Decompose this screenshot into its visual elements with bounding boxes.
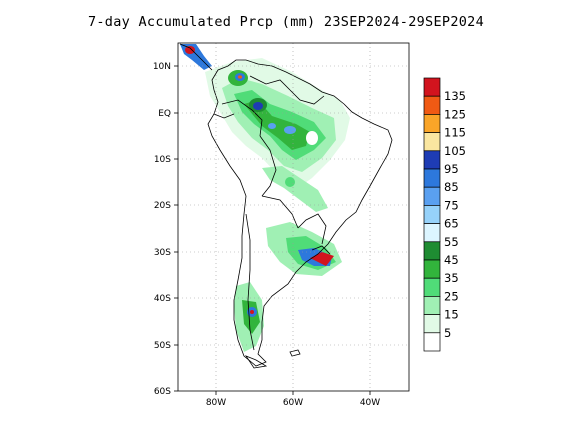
legend-swatch [423, 241, 441, 261]
precipitation-field [180, 44, 350, 352]
border-uruguay [311, 245, 331, 255]
legend-label: 125 [444, 107, 466, 121]
coastline-south-america [207, 59, 393, 367]
legend-label: 115 [444, 126, 466, 140]
legend-swatch [423, 296, 441, 315]
lon-tick-label: 80W [206, 398, 226, 408]
legend-label: 15 [444, 308, 459, 322]
border-peru-brazil [259, 135, 277, 197]
legend-swatch [423, 150, 441, 170]
legend-label: 85 [444, 180, 459, 194]
legend-swatch [423, 114, 441, 133]
lon-tick-label: 60W [283, 398, 303, 408]
border-guianas [289, 89, 325, 105]
precip-white-gap [306, 131, 318, 145]
legend-label: 55 [444, 235, 459, 249]
lat-tick-labels: 10N EQ 10S 20S 30S 40S 50S 60S [153, 62, 171, 397]
legend-label: 75 [444, 198, 459, 212]
lat-tick-label: EQ [158, 109, 171, 119]
border-ecuador [213, 113, 235, 119]
legend-swatch [423, 95, 441, 115]
legend-label: 5 [444, 326, 451, 340]
legend-swatch [423, 259, 441, 279]
legend-label: 25 [444, 289, 459, 303]
border-venezuela [249, 75, 291, 91]
legend-label: 135 [444, 89, 466, 103]
map-title: 7-day Accumulated Prcp (mm) 23SEP2024-29… [87, 14, 485, 30]
lat-tick-label: 20S [154, 201, 171, 211]
legend-swatch [423, 168, 441, 188]
precip-core-venezuela-red [238, 75, 242, 79]
border-paraguay [297, 213, 327, 245]
lat-tick-label: 50S [154, 341, 171, 351]
legend-swatch [423, 332, 441, 352]
precip-core-colombia-blue [253, 102, 263, 110]
legend-label: 105 [444, 144, 466, 158]
lat-tick-label: 60S [154, 387, 171, 397]
lat-tick-label: 30S [154, 248, 171, 258]
lat-tick-label: 40S [154, 294, 171, 304]
lat-tick-label: 10N [153, 62, 171, 72]
lat-tick-marks [174, 65, 371, 395]
legend-label: 95 [444, 162, 459, 176]
legend-label: 35 [444, 271, 459, 285]
lat-tick-label: 10S [154, 155, 171, 165]
border-bolivia [261, 195, 299, 229]
legend-label: 45 [444, 253, 459, 267]
map-frame [177, 42, 410, 392]
border-colombia [221, 99, 263, 137]
legend-swatch [423, 132, 441, 152]
legend-swatch [423, 314, 441, 334]
precip-area-central-america [180, 44, 212, 70]
legend-swatch [423, 186, 441, 206]
coastlines [179, 43, 393, 369]
precip-core-amazon-2 [268, 123, 276, 129]
legend-swatch [423, 223, 441, 243]
lon-tick-label: 40W [360, 398, 380, 408]
map-area: 10N EQ 10S 20S 30S 40S 50S 60S 80W 60W 4… [153, 42, 410, 408]
gridlines [178, 43, 409, 391]
coastline-central-america [179, 43, 213, 71]
legend-colorbar: 135 125 115 105 95 85 75 65 55 45 35 25 15 5 [423, 77, 466, 352]
precip-area-central-brazil [262, 166, 328, 212]
lon-tick-labels: 80W 60W 40W [206, 398, 380, 408]
coastline-falklands [289, 349, 301, 357]
legend-label: 65 [444, 217, 459, 231]
precip-core-central-america-red [185, 46, 195, 54]
border-argentina-chile [245, 213, 255, 351]
precip-core-central-brazil [285, 177, 295, 187]
legend-swatch [423, 77, 441, 97]
legend-swatch [423, 277, 441, 297]
legend-swatch [423, 205, 441, 224]
precip-core-chile-red [250, 310, 254, 314]
precip-area-north-dark [244, 100, 310, 150]
coastline-tierra-del-fuego [244, 355, 268, 369]
precip-core-amazon [284, 126, 296, 134]
